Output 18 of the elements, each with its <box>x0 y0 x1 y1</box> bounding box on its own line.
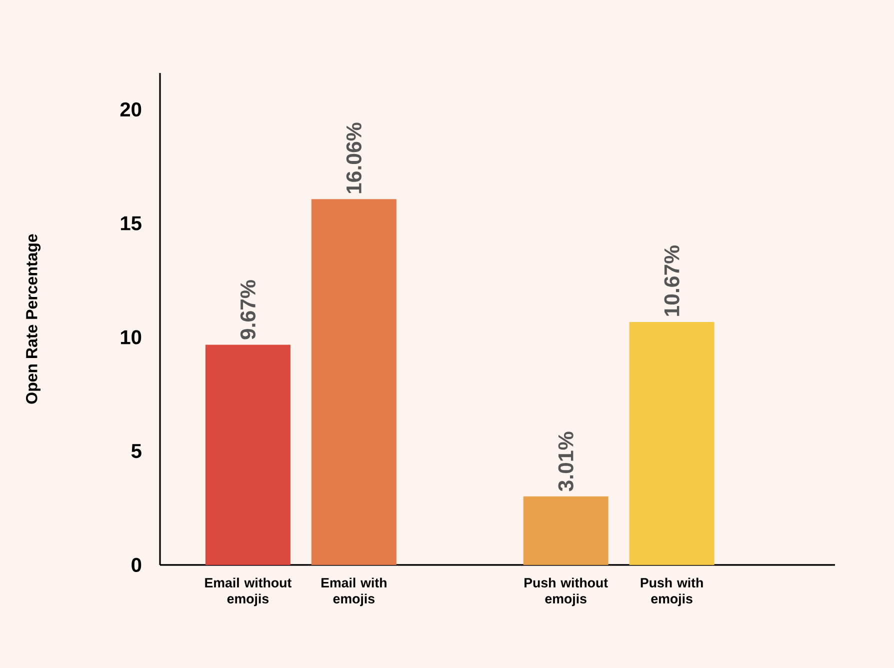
y-axis-title: Open Rate Percentage <box>26 234 41 404</box>
bar <box>523 496 608 565</box>
x-tick-label: Email with emojis <box>321 578 386 606</box>
bar <box>205 344 290 565</box>
x-tick-label: Push without emojis <box>524 578 608 606</box>
data-label: 3.01% <box>558 432 574 492</box>
y-tick-label: 5 <box>131 444 142 458</box>
y-tick-label: 20 <box>120 102 142 117</box>
y-tick-label: 0 <box>132 558 142 572</box>
y-tick-label: 15 <box>120 216 142 230</box>
data-label: 9.67% <box>240 280 256 340</box>
data-label: 16.06% <box>346 122 362 194</box>
data-label: 10.67% <box>664 245 680 316</box>
x-tick-label: Email without emojis <box>205 578 292 606</box>
bar <box>311 199 396 565</box>
x-tick-label: Push with emojis <box>640 578 703 606</box>
y-tick-label: 10 <box>120 330 142 344</box>
bar <box>629 322 714 565</box>
